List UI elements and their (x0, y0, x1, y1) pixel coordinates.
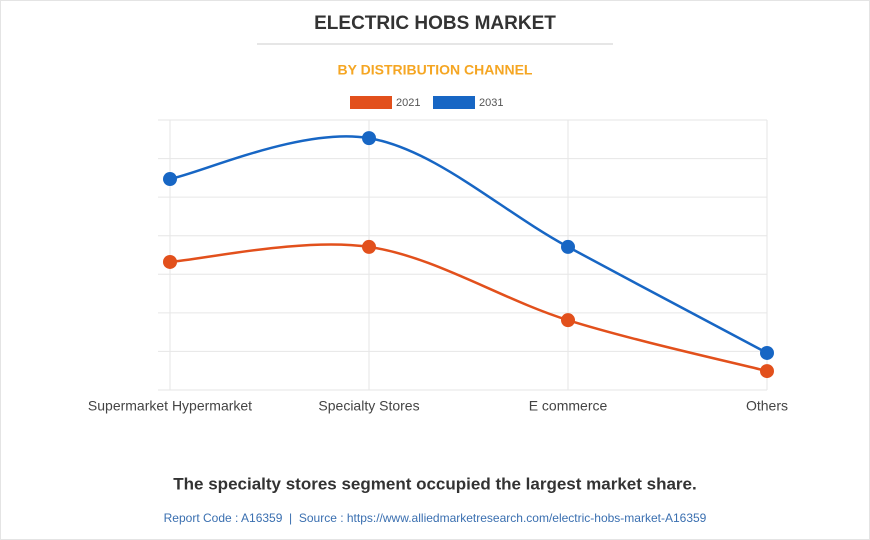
data-point (561, 313, 575, 328)
data-point (163, 254, 177, 269)
note: The specialty stores segment occupied th… (173, 474, 696, 493)
legend-label: 2021 (396, 97, 420, 109)
source: Report Code : A16359 | Source : https://… (164, 511, 707, 525)
legend-swatch (350, 96, 392, 109)
data-point (362, 131, 376, 146)
x-tick-label: Others (746, 398, 788, 414)
series-line (169, 135, 768, 355)
data-point (163, 172, 177, 187)
data-point (760, 364, 774, 379)
x-tick-label: Specialty Stores (318, 398, 419, 414)
legend-label: 2031 (479, 97, 503, 109)
data-point (561, 239, 575, 254)
data-point (760, 345, 774, 360)
data-point (362, 239, 376, 254)
chart-title: ELECTRIC HOBS MARKET (314, 13, 556, 34)
x-tick-label: Supermarket Hypermarket (88, 398, 252, 414)
x-tick-label: E commerce (529, 398, 608, 414)
legend-swatch (433, 96, 475, 109)
chart-subtitle: BY DISTRIBUTION CHANNEL (338, 62, 533, 78)
series-line (169, 243, 768, 373)
